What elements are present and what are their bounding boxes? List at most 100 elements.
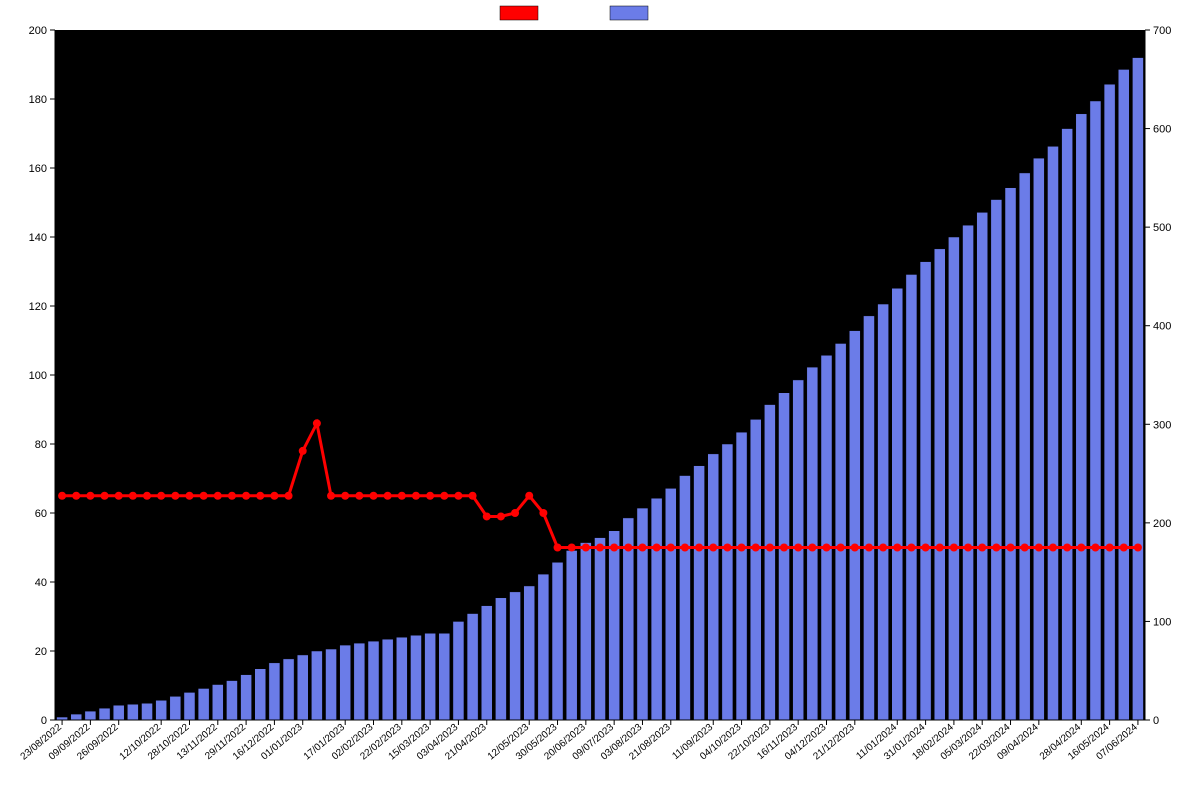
line-marker <box>1049 544 1057 552</box>
bar <box>1047 146 1058 720</box>
line-marker <box>341 492 349 500</box>
y-left-tick-label: 120 <box>29 301 47 313</box>
line-marker <box>907 544 915 552</box>
y-right-tick-label: 700 <box>1153 25 1171 37</box>
y-left-tick-label: 20 <box>35 646 47 658</box>
bar <box>1019 173 1030 720</box>
y-right-tick-label: 600 <box>1153 124 1171 136</box>
line-marker <box>667 544 675 552</box>
line-marker <box>299 447 307 455</box>
y-right-tick-label: 500 <box>1153 222 1171 234</box>
bar <box>750 419 761 720</box>
line-marker <box>822 544 830 552</box>
line-marker <box>554 544 562 552</box>
y-left-tick-label: 40 <box>35 577 47 589</box>
bar <box>1005 188 1016 720</box>
line-marker <box>893 544 901 552</box>
bar <box>651 498 662 720</box>
line-marker <box>228 492 236 500</box>
bar <box>269 663 280 720</box>
bar <box>524 586 535 720</box>
bar <box>311 651 322 720</box>
legend-swatch <box>500 6 538 20</box>
bar <box>170 696 181 720</box>
bar <box>594 538 605 720</box>
bar <box>779 393 790 720</box>
bar <box>835 343 846 720</box>
line-marker <box>568 544 576 552</box>
bar <box>1132 58 1143 720</box>
line-marker <box>610 544 618 552</box>
bar <box>1104 84 1115 720</box>
line-marker <box>539 509 547 517</box>
bar <box>113 705 124 720</box>
bar <box>892 288 903 720</box>
line-marker <box>936 544 944 552</box>
bar <box>241 675 252 720</box>
bar <box>340 645 351 720</box>
bar <box>255 669 266 720</box>
line-marker <box>950 544 958 552</box>
line-marker <box>355 492 363 500</box>
line-marker <box>1091 544 1099 552</box>
line-marker <box>695 544 703 552</box>
line-marker <box>709 544 717 552</box>
line-marker <box>766 544 774 552</box>
y-right-tick-label: 200 <box>1153 518 1171 530</box>
line-marker <box>865 544 873 552</box>
bar <box>510 592 521 720</box>
line-marker <box>171 492 179 500</box>
line-marker <box>964 544 972 552</box>
line-marker <box>115 492 123 500</box>
bar <box>566 550 577 720</box>
line-marker <box>624 544 632 552</box>
line-marker <box>1035 544 1043 552</box>
line-marker <box>72 492 80 500</box>
bar <box>934 249 945 720</box>
bar <box>495 598 506 720</box>
line-marker <box>214 492 222 500</box>
bar <box>580 543 591 720</box>
line-marker <box>426 492 434 500</box>
bar <box>722 444 733 720</box>
line-marker <box>1007 544 1015 552</box>
line-marker <box>1120 544 1128 552</box>
line-marker <box>256 492 264 500</box>
line-marker <box>285 492 293 500</box>
bar <box>1062 129 1073 720</box>
y-left-tick-label: 80 <box>35 439 47 451</box>
line-marker <box>185 492 193 500</box>
bar <box>679 476 690 720</box>
line-marker <box>469 492 477 500</box>
line-marker <box>681 544 689 552</box>
y-left-tick-label: 0 <box>41 715 47 727</box>
line-marker <box>1021 544 1029 552</box>
bar <box>141 703 152 720</box>
y-left-tick-label: 140 <box>29 232 47 244</box>
bar <box>963 225 974 720</box>
line-marker <box>525 492 533 500</box>
line-marker <box>242 492 250 500</box>
bar <box>85 711 96 720</box>
line-marker <box>851 544 859 552</box>
bar <box>297 655 308 720</box>
bar <box>1090 101 1101 720</box>
line-marker <box>978 544 986 552</box>
bar <box>382 639 393 720</box>
bar <box>552 562 563 720</box>
y-left-tick-label: 60 <box>35 508 47 520</box>
line-marker <box>653 544 661 552</box>
line-marker <box>370 492 378 500</box>
line-marker <box>86 492 94 500</box>
y-left-tick-label: 180 <box>29 94 47 106</box>
line-marker <box>398 492 406 500</box>
bar <box>396 637 407 720</box>
line-marker <box>143 492 151 500</box>
line-marker <box>384 492 392 500</box>
bar <box>665 488 676 720</box>
bar <box>453 621 464 720</box>
bar <box>467 614 478 720</box>
bar <box>637 508 648 720</box>
bar <box>821 355 832 720</box>
bar <box>977 212 988 720</box>
